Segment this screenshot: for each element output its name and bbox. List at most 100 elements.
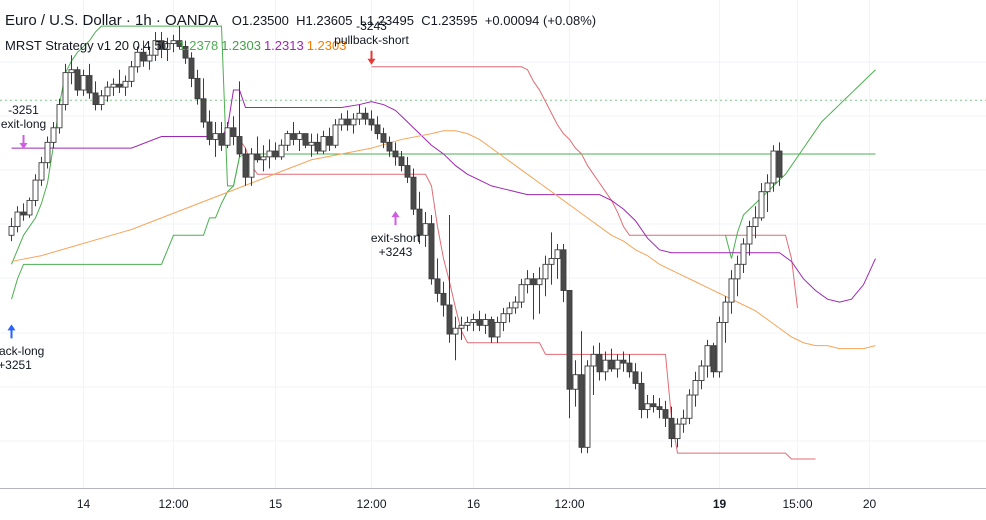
candle-body-95 <box>578 374 585 448</box>
candle-body-0 <box>8 226 15 236</box>
candle-body-65 <box>398 156 405 167</box>
indicator-legend[interactable]: MRST Strategy v1 20 0.4 50 1.2378 1.2303 1… <box>5 38 346 53</box>
signal-label-line-0-0: -3251 <box>8 103 39 118</box>
line-upper-band <box>371 66 798 308</box>
candle-body-17 <box>110 83 117 88</box>
candle-body-63 <box>386 141 393 152</box>
candle-body-121 <box>734 263 741 280</box>
candle-body-32 <box>200 98 207 123</box>
indicator-name[interactable]: MRST Strategy v1 20 0.4 50 <box>5 38 169 53</box>
candle-body-33 <box>206 121 213 140</box>
candle-body-7 <box>50 127 57 143</box>
candle-body-112 <box>680 417 687 425</box>
candle-body-47 <box>290 133 297 140</box>
candle-body-114 <box>692 380 699 396</box>
candle-body-69 <box>422 223 429 236</box>
x-tick-label-5: 12:00 <box>554 497 585 511</box>
candle-body-15 <box>98 95 105 106</box>
candle-body-13 <box>86 75 93 94</box>
candle-body-71 <box>434 278 441 294</box>
candle-body-64 <box>392 150 399 158</box>
x-tick-label-1: 12:00 <box>158 497 189 511</box>
candle-body-36 <box>224 127 231 146</box>
candle-body-70 <box>428 223 435 280</box>
candle-body-117 <box>710 345 717 373</box>
candle-body-87 <box>530 278 537 286</box>
x-tick-label-3: 12:00 <box>356 497 387 511</box>
signal-label-3: pback-long+3251 <box>0 344 60 372</box>
candle-body-67 <box>410 176 417 210</box>
candle-body-85 <box>518 284 525 303</box>
candle-body-23 <box>146 54 153 62</box>
signal-label-line-0-1: exit-long <box>0 117 47 132</box>
x-tick-label-2: 15 <box>268 497 283 511</box>
candle-body-4 <box>32 179 39 201</box>
candle-body-116 <box>704 345 711 367</box>
candle-body-80 <box>488 319 495 338</box>
candle-body-37 <box>230 127 237 137</box>
indicator-value-0: 1.2378 <box>178 38 219 53</box>
candle-body-24 <box>152 40 159 56</box>
signal-arrow-1 <box>367 50 376 65</box>
open-label: O <box>231 13 242 28</box>
candle-body-11 <box>74 69 81 91</box>
candle-body-40 <box>248 153 255 178</box>
candle-body-83 <box>506 307 513 315</box>
symbol-legend[interactable]: Euro / U.S. Dollar · 1h · OANDA O1.23500… <box>5 12 596 29</box>
candle-body-76 <box>464 321 471 326</box>
symbol-title[interactable]: Euro / U.S. Dollar · 1h · OANDA <box>5 12 218 29</box>
signal-label-line-2-1: +3243 <box>378 245 413 260</box>
candle-body-30 <box>188 57 195 79</box>
candle-body-79 <box>482 319 489 326</box>
candle-body-60 <box>368 118 375 126</box>
signal-label-line-3-0: pback-long <box>0 344 45 359</box>
candle-body-123 <box>746 226 753 245</box>
line-lower-band <box>239 139 816 460</box>
candle-body-124 <box>752 217 759 228</box>
line-orange-ma <box>11 130 876 350</box>
signal-arrow-0 <box>19 135 28 150</box>
candle-body-3 <box>26 199 33 216</box>
candle-body-120 <box>728 278 735 303</box>
candle-body-9 <box>62 72 69 106</box>
candle-body-6 <box>44 141 51 164</box>
candle-body-43 <box>266 150 273 158</box>
candle-body-5 <box>38 162 45 181</box>
signal-label-line-1-1: pullback-short <box>334 32 409 47</box>
candle-body-2 <box>20 211 27 216</box>
candle-body-128 <box>776 150 783 178</box>
price-chart[interactable] <box>0 0 986 488</box>
signal-label-1: -3243 pullback-short <box>327 19 417 47</box>
candle-body-122 <box>740 243 747 265</box>
chart-area[interactable]: Euro / U.S. Dollar · 1h · OANDA O1.23500… <box>0 0 986 488</box>
candle-body-50 <box>308 141 315 146</box>
close-value: 1.23595 <box>430 13 478 28</box>
candle-body-49 <box>302 133 309 146</box>
candle-body-109 <box>662 409 669 419</box>
high-value: 1.23605 <box>305 13 353 28</box>
candle-body-27 <box>170 40 177 45</box>
candle-body-34 <box>212 133 219 140</box>
candle-body-77 <box>470 319 477 323</box>
candle-body-45 <box>278 144 285 158</box>
candle-body-68 <box>416 208 423 236</box>
candle-body-56 <box>344 118 351 126</box>
candle-body-118 <box>716 321 723 373</box>
candle-body-89 <box>542 263 549 280</box>
candle-body-96 <box>584 365 591 448</box>
candle-body-31 <box>194 77 201 100</box>
close-label: C <box>421 13 431 28</box>
candle-body-72 <box>440 292 447 306</box>
signal-label-line-2-0: exit-short <box>370 231 421 246</box>
candle-body-26 <box>164 43 171 50</box>
candle-body-102 <box>620 359 627 364</box>
signal-label-0: -3251 exit-long <box>0 103 69 131</box>
candle-body-66 <box>404 165 411 178</box>
candle-body-127 <box>770 150 777 184</box>
candle-body-51 <box>314 141 321 152</box>
candle-body-115 <box>698 365 705 381</box>
candle-body-1 <box>14 211 21 228</box>
candle-body-74 <box>452 327 459 335</box>
time-axis[interactable]: 14 12:00 15 12:00 16 12:00 19 15:00 20 <box>0 488 986 520</box>
candle-body-52 <box>320 136 327 152</box>
